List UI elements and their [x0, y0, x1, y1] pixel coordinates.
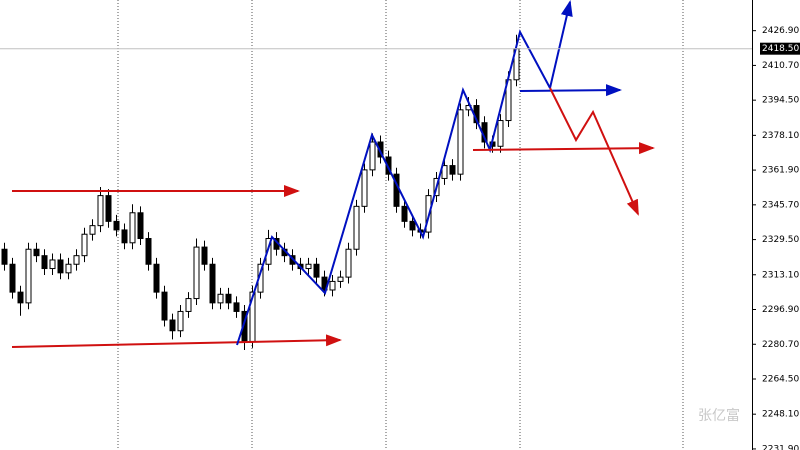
candle-body: [457, 109, 464, 175]
candle-body: [41, 255, 48, 270]
level-line: [519, 84, 622, 97]
level-line: [472, 142, 655, 155]
candle-body: [329, 280, 336, 291]
candle-body: [177, 310, 184, 332]
candle-body: [121, 229, 128, 244]
y-tick-label: 2313.10: [762, 270, 799, 280]
candle-body: [65, 263, 72, 274]
candle-body: [361, 169, 368, 207]
candle-body: [97, 195, 104, 227]
annotations: [11, 0, 655, 348]
candle-body: [145, 238, 152, 265]
candle-body: [185, 298, 192, 312]
candle-body: [113, 220, 120, 231]
candle-body: [305, 263, 312, 270]
candle-body: [265, 238, 272, 265]
candle-body: [1, 248, 8, 265]
candle-body: [9, 263, 16, 293]
y-tick-label: 2280.70: [762, 340, 799, 350]
candle-body: [385, 156, 392, 175]
last-price-box: [760, 42, 800, 55]
candle-body: [73, 255, 80, 265]
candle-body: [193, 246, 200, 300]
candle-body: [337, 276, 344, 282]
candle-body: [209, 263, 216, 304]
y-tick-label: 2345.70: [762, 200, 799, 210]
bear-arrow: [549, 87, 639, 216]
candle-body: [377, 141, 384, 158]
candle-body: [25, 248, 32, 304]
candle-body: [17, 291, 24, 304]
y-tick-label: 2394.50: [762, 96, 799, 106]
bull-arrow: [549, 0, 573, 89]
candle-body: [201, 246, 208, 265]
support-line: [11, 334, 342, 348]
candle-body: [345, 248, 352, 278]
candle-body: [449, 165, 456, 175]
candle-body: [137, 212, 144, 240]
y-tick-label: 2248.10: [762, 410, 799, 420]
candle-body: [233, 302, 240, 312]
candle-body: [409, 220, 416, 231]
candle-body: [89, 225, 96, 235]
candle-body: [225, 293, 232, 304]
watermark: 张亿富: [698, 407, 740, 424]
candle-body: [217, 293, 224, 304]
vertical-grid: [117, 0, 684, 450]
candle-body: [153, 263, 160, 293]
candle-body: [497, 120, 504, 147]
y-tick-label: 2361.90: [762, 166, 799, 176]
y-tick-label: 2231.90: [762, 444, 799, 450]
candle-body: [49, 259, 56, 270]
candle-body: [313, 263, 320, 278]
y-tick-label: 2264.50: [762, 375, 799, 385]
candle-body: [353, 205, 360, 250]
candle-body: [33, 248, 40, 257]
candle-body: [401, 205, 408, 222]
candle-body: [129, 212, 136, 244]
candle-body: [81, 233, 88, 257]
candle-body: [57, 259, 64, 274]
candle-body: [161, 291, 168, 321]
candle-body: [105, 195, 112, 222]
last-price-label: 2418.50: [762, 44, 799, 54]
y-tick-label: 2378.10: [762, 131, 799, 141]
wave-line: [236, 29, 551, 346]
candle-body: [169, 319, 176, 332]
y-tick-label: 2296.90: [762, 305, 799, 315]
y-tick-label: 2329.50: [762, 235, 799, 245]
y-tick-label: 2426.90: [762, 26, 799, 36]
candles: [1, 34, 520, 351]
candle-body: [369, 141, 376, 171]
y-tick-label: 2410.70: [762, 61, 799, 71]
candle-body: [441, 165, 448, 179]
